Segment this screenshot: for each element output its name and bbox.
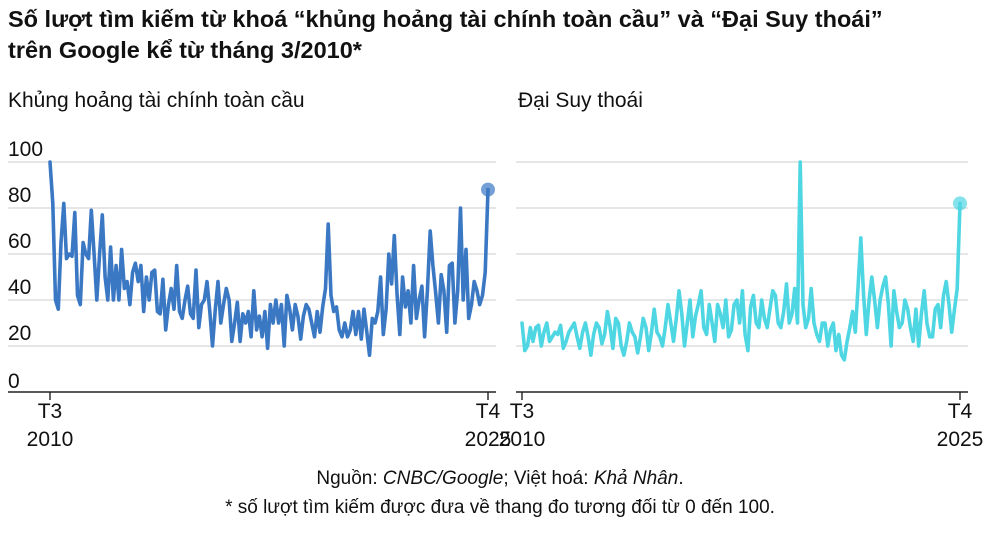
- x-tick-label-top: T3: [38, 400, 63, 423]
- source-credit: Nguồn: CNBC/Google; Việt hoá: Khả Nhân.: [0, 468, 1000, 490]
- chart-title-line1: Số lượt tìm kiếm từ khoá “khủng hoảng tà…: [8, 6, 883, 32]
- panel-title: Khủng hoảng tài chính toàn cầu: [8, 89, 305, 112]
- x-tick-label-top: T4: [948, 400, 973, 423]
- source-prefix: Nguồn:: [316, 468, 383, 489]
- source-separator: ; Việt hoá:: [503, 468, 594, 489]
- x-tick-label-bottom: 2025: [465, 428, 512, 451]
- last-point-marker: [953, 196, 967, 211]
- y-tick-label: 80: [8, 184, 31, 207]
- series-line: [48, 160, 490, 357]
- y-tick-label: 60: [8, 230, 31, 253]
- translator-name: Khả Nhân: [593, 468, 679, 489]
- panel-title: Đại Suy thoái: [518, 89, 643, 112]
- x-tick-label-bottom: 2010: [499, 428, 546, 451]
- y-tick-label: 100: [8, 138, 43, 161]
- x-tick-label-top: T4: [476, 400, 501, 423]
- y-tick-label: 0: [8, 370, 20, 393]
- x-tick-label-top: T3: [510, 400, 535, 423]
- last-point-marker: [481, 182, 495, 197]
- x-tick-label-bottom: 2010: [27, 428, 74, 451]
- chart-title: Số lượt tìm kiếm từ khoá “khủng hoảng tà…: [8, 4, 993, 66]
- source-name: CNBC/Google: [382, 468, 504, 489]
- series-line: [520, 160, 962, 362]
- x-tick-label-bottom: 2025: [937, 428, 984, 451]
- y-tick-label: 40: [8, 276, 31, 299]
- footnote: * số lượt tìm kiếm được đưa về thang đo …: [225, 497, 775, 518]
- source-end: .: [678, 468, 684, 489]
- chart-title-line2: trên Google kể từ tháng 3/2010*: [8, 37, 362, 63]
- y-tick-label: 20: [8, 322, 31, 345]
